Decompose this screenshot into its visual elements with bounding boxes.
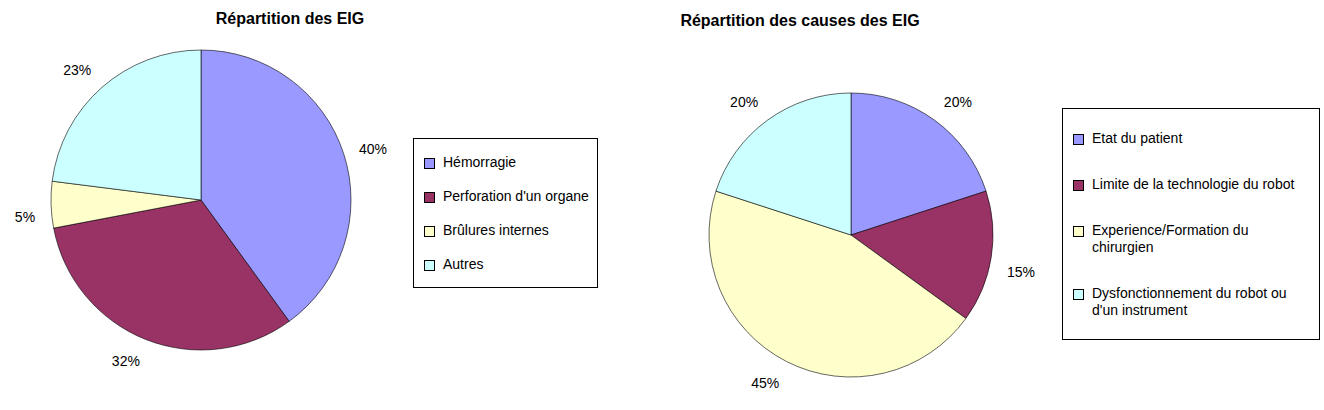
legend-swatch bbox=[424, 192, 435, 203]
legend-swatch bbox=[424, 260, 435, 271]
data-label: 20% bbox=[730, 94, 758, 110]
legend-swatch bbox=[424, 226, 435, 237]
chart-title: Répartition des causes des EIG bbox=[680, 12, 919, 29]
data-label: 5% bbox=[15, 209, 35, 225]
legend-item: Limite de la technologie du robot bbox=[1071, 176, 1311, 193]
pie-slice bbox=[716, 93, 851, 235]
legend: Etat du patient Limite de la technologie … bbox=[1062, 108, 1320, 340]
data-label: 23% bbox=[63, 62, 91, 78]
data-label: 32% bbox=[112, 353, 140, 369]
legend-item: Perforation d'un organe bbox=[422, 188, 589, 205]
pie-slice bbox=[54, 200, 290, 350]
data-label: 15% bbox=[1007, 264, 1035, 280]
legend-label: Perforation d'un organe bbox=[443, 188, 589, 205]
pie-chart: Répartition des EIG 40% 32% 5% 23% bbox=[15, 10, 387, 369]
legend-item: Hémorragie bbox=[422, 154, 589, 171]
legend: Hémorragie Perforation d'un organe Brûlure… bbox=[413, 138, 598, 288]
pie-chart: Répartition des causes des EIG 20% 15% 45% 2… bbox=[680, 12, 1035, 391]
chart-title: Répartition des EIG bbox=[216, 10, 364, 27]
data-label: 20% bbox=[944, 94, 972, 110]
legend-swatch bbox=[1073, 289, 1084, 300]
pie-slice bbox=[52, 50, 201, 200]
legend-label: Hémorragie bbox=[443, 154, 516, 171]
legend-label: Experience/Formation du chirurgien bbox=[1092, 222, 1311, 256]
legend-swatch bbox=[1073, 134, 1084, 145]
legend-label: Etat du patient bbox=[1092, 130, 1182, 147]
legend-item: Brûlures internes bbox=[422, 222, 589, 239]
legend-swatch bbox=[1073, 180, 1084, 191]
legend-label: Brûlures internes bbox=[443, 222, 549, 239]
legend-item: Etat du patient bbox=[1071, 130, 1311, 147]
data-label: 40% bbox=[359, 141, 387, 157]
legend-swatch bbox=[1073, 226, 1084, 237]
legend-label: Dysfonctionnement du robot ou d'un instr… bbox=[1092, 285, 1311, 319]
legend-label: Autres bbox=[443, 256, 483, 273]
data-label: 45% bbox=[751, 375, 779, 391]
legend-label: Limite de la technologie du robot bbox=[1092, 176, 1294, 193]
legend-item: Experience/Formation du chirurgien bbox=[1071, 222, 1311, 256]
legend-item: Dysfonctionnement du robot ou d'un instr… bbox=[1071, 285, 1311, 319]
legend-item: Autres bbox=[422, 256, 589, 273]
legend-swatch bbox=[424, 158, 435, 169]
